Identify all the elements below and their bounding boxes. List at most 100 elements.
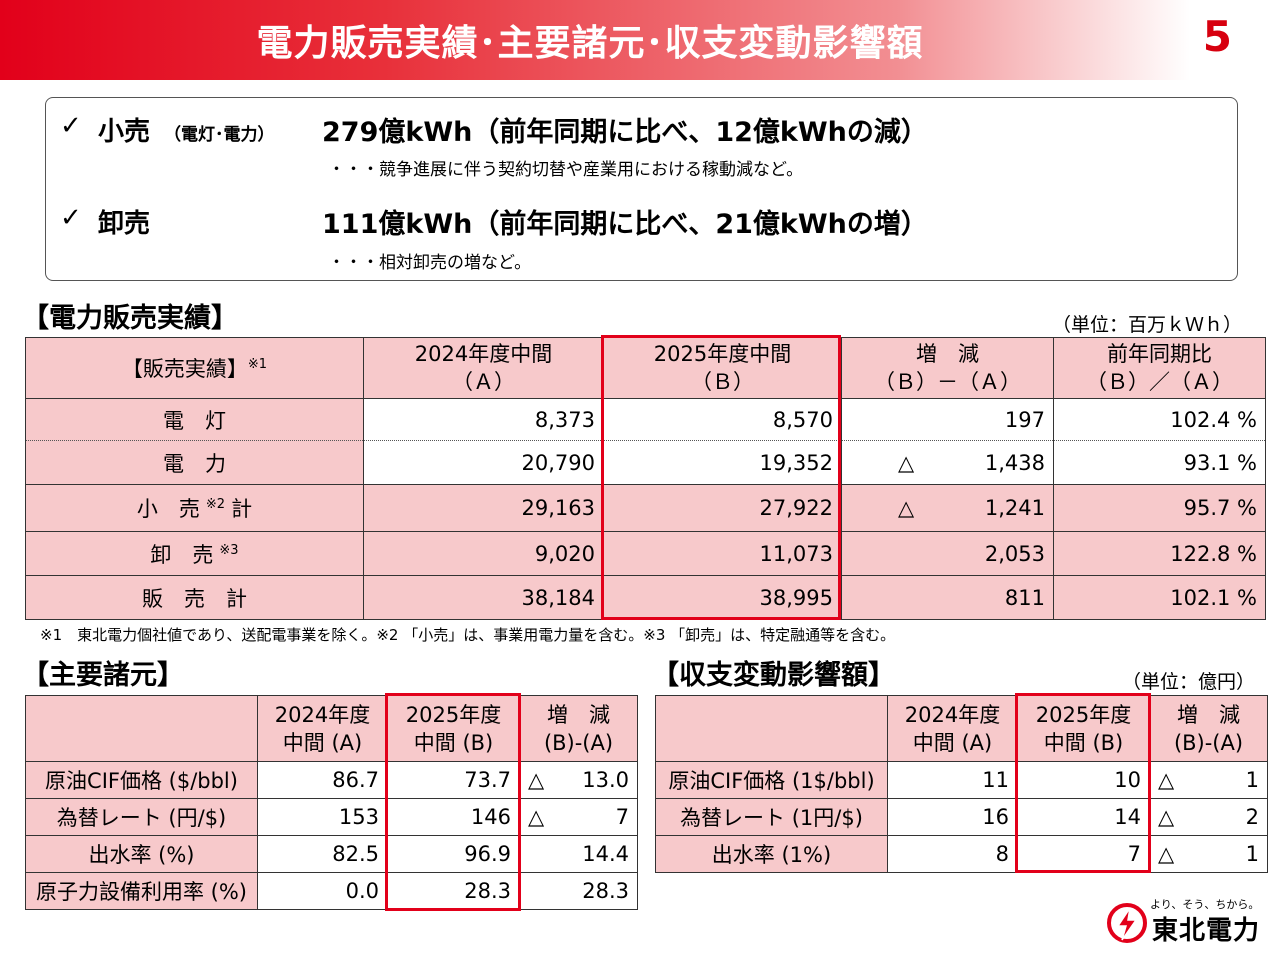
table-row: 為替レート (円/$) 153 146 △ 7 [25,798,638,836]
table-row: 原子力設備利用率 (%) 0.0 28.3 28.3 [25,872,638,910]
summary-retail-sub: （電灯･電力） [164,125,275,145]
table-header-row: 2024年度 中間 (A) 2025年度 中間 (B) 増 減 (B)-(A) [25,695,638,762]
header-cell: 【販売実績】※1 [25,337,364,399]
value-diff: △ 1,241 [841,484,1054,532]
check-icon: ✓ [60,111,82,141]
value-ratio: 102.4 % [1053,398,1266,441]
sales-table: 【販売実績】※1 2024年度中間 （Ａ） 2025年度中間 （Ｂ） 増 減（Ｂ）－… [25,337,1266,620]
impact-unit: （単位：億円） [1122,671,1256,693]
triangle-icon: △ [528,768,545,792]
sales-section-title: 【電力販売実績】 [22,303,238,334]
value-diff: 197 [841,398,1054,441]
header-cell: 2024年度中間 （Ａ） [363,337,604,399]
value-ratio: 93.1 % [1053,440,1266,485]
value-a: 11 [887,761,1018,799]
value-ratio: 95.7 % [1053,484,1266,532]
header-cell [25,695,258,762]
value-b: 28.3 [387,872,520,910]
header-cell: 2024年度 中間 (A) [257,695,388,762]
table-row: 為替レート (1円/$) 16 14 △ 2 [655,798,1268,836]
summary-wholesale-main: 111億kWh（前年同期に比べ、21億kWhの増） [322,209,928,240]
table-row: 販 売 計 38,184 38,995 811 102.1 % [25,575,1266,620]
table-row: 出水率 (%) 82.5 96.9 14.4 [25,835,638,873]
check-icon: ✓ [60,203,82,233]
table-row: 原油CIF価格 ($/bbl) 86.7 73.7 △ 13.0 [25,761,638,799]
value-a: 8 [887,835,1018,873]
table-row: 原油CIF価格 (1$/bbl) 11 10 △ 1 [655,761,1268,799]
value-a: 0.0 [257,872,388,910]
summary-wholesale-note: ・・・相対卸売の増など。 [328,253,532,273]
row-label: 為替レート (円/$) [25,798,258,836]
value-diff: △ 1 [1149,835,1268,873]
value-a: 16 [887,798,1018,836]
row-label: 原油CIF価格 (1$/bbl) [655,761,888,799]
header-bar [0,0,1280,80]
triangle-icon: △ [1158,768,1175,792]
value-ratio: 102.1 % [1053,575,1266,620]
value-b: 14 [1017,798,1150,836]
summary-wholesale-label: 卸売 [98,209,151,239]
row-label: 出水率 (%) [25,835,258,873]
value-b: 96.9 [387,835,520,873]
triangle-icon: △ [898,496,915,520]
value-b: 8,570 [603,398,842,441]
sales-footnote: ※1 東北電力個社値であり、送配電事業を除く。※2 「小売」は、事業用電力量を含… [40,626,896,644]
table-row: 電 力 20,790 19,352 △ 1,438 93.1 % [25,440,1266,485]
value-a: 9,020 [363,531,604,576]
value-a: 38,184 [363,575,604,620]
summary-retail-note: ・・・競争進展に伴う契約切替や産業用における稼動減など。 [328,160,804,180]
summary-retail-label: 小売 [98,117,151,147]
value-b: 11,073 [603,531,842,576]
value-diff: △ 1,438 [841,440,1054,485]
impact-table: 2024年度 中間 (A) 2025年度 中間 (B) 増 減 (B)-(A) 原油C… [655,695,1268,873]
value-a: 29,163 [363,484,604,532]
value-b: 10 [1017,761,1150,799]
table-row: 卸 売 ※3 9,020 11,073 2,053 122.8 % [25,531,1266,576]
row-label: 卸 売 ※3 [25,531,364,576]
header-cell: 2025年度 中間 (B) [1017,695,1150,762]
header-cell [655,695,888,762]
value-diff: △ 7 [519,798,638,836]
value-b: 27,922 [603,484,842,532]
row-label: 電 力 [25,440,364,485]
table-header-row: 2024年度 中間 (A) 2025年度 中間 (B) 増 減 (B)-(A) [655,695,1268,762]
row-label: 出水率 (1%) [655,835,888,873]
value-ratio: 122.8 % [1053,531,1266,576]
header-cell: 2025年度中間 （Ｂ） [603,337,842,399]
row-label: 電 灯 [25,398,364,441]
row-label: 為替レート (1円/$) [655,798,888,836]
summary-retail-main: 279億kWh（前年同期に比べ、12億kWhの減） [322,117,928,148]
table-row: 電 灯 8,373 8,570 197 102.4 % [25,398,1266,441]
header-cell: 増 減 (B)-(A) [519,695,638,762]
row-label: 原子力設備利用率 (%) [25,872,258,910]
value-diff: △ 2 [1149,798,1268,836]
header-cell: 増 減 (B)-(A) [1149,695,1268,762]
value-b: 73.7 [387,761,520,799]
value-a: 82.5 [257,835,388,873]
value-a: 20,790 [363,440,604,485]
value-b: 19,352 [603,440,842,485]
value-b: 38,995 [603,575,842,620]
header-cell: 前年同期比 （Ｂ）／（Ａ） [1053,337,1266,399]
value-diff: 14.4 [519,835,638,873]
row-label: 販 売 計 [25,575,364,620]
value-diff: △ 1 [1149,761,1268,799]
triangle-icon: △ [1158,842,1175,866]
value-diff: △ 13.0 [519,761,638,799]
value-a: 86.7 [257,761,388,799]
impact-section-title: 【収支変動影響額】 [652,660,895,691]
tohoku-logo-icon [1107,903,1147,943]
table-header-row: 【販売実績】※1 2024年度中間 （Ａ） 2025年度中間 （Ｂ） 増 減（Ｂ）－… [25,337,1266,399]
table-row: 小 売 ※2 計 29,163 27,922 △ 1,241 95.7 % [25,484,1266,532]
value-diff: 2,053 [841,531,1054,576]
header-cell: 2025年度 中間 (B) [387,695,520,762]
value-a: 153 [257,798,388,836]
summary-box [45,97,1238,281]
triangle-icon: △ [528,805,545,829]
page-title: 電力販売実績･主要諸元･収支変動影響額 [256,23,924,64]
value-diff: 811 [841,575,1054,620]
value-a: 8,373 [363,398,604,441]
header-cell: 増 減（Ｂ）－（Ａ） [841,337,1054,399]
value-diff: 28.3 [519,872,638,910]
row-label: 原油CIF価格 ($/bbl) [25,761,258,799]
